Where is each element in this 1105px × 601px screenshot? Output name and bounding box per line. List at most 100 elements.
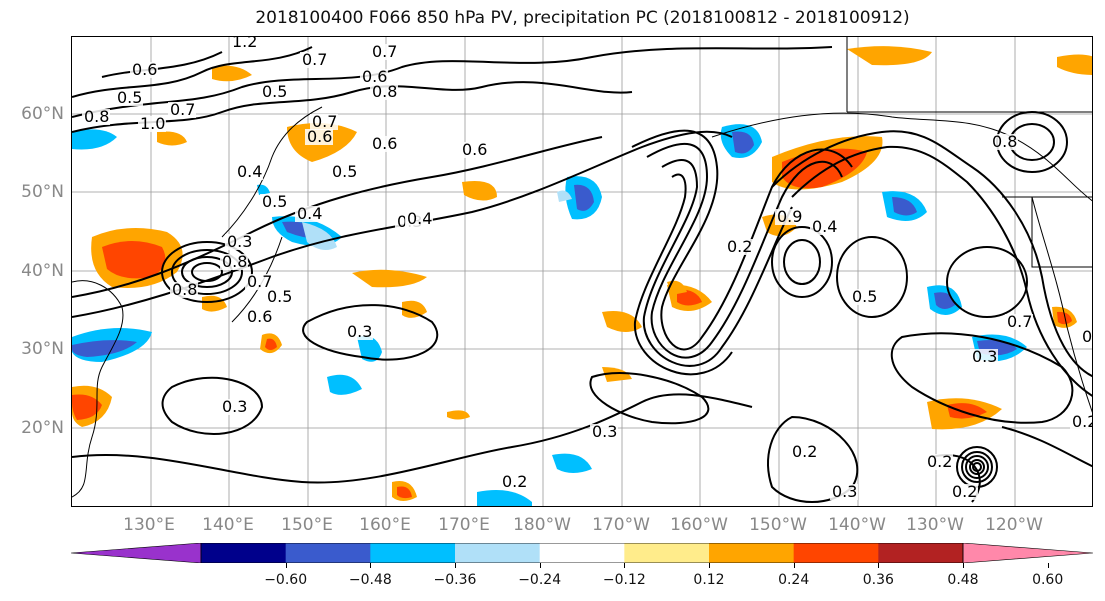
colorbar-tick-mark — [624, 563, 626, 568]
contour-label-bg — [265, 289, 293, 305]
lat-label-40n: 40°N — [21, 261, 64, 281]
colorbar-cell — [878, 543, 964, 563]
contour-label-bg — [990, 134, 1018, 150]
colorbar-cell — [370, 543, 456, 563]
contour-label-bg — [235, 164, 263, 180]
lon-label-170e: 170°E — [438, 515, 490, 535]
colorbar-outline — [200, 543, 964, 563]
contour-label: 0.2 — [1072, 412, 1093, 431]
map-canvas: 0.60.50.70.8 1.01.20.60.50.70.60.4 0.50.40… — [72, 37, 1093, 506]
contour-label: 0.7 — [170, 100, 195, 119]
colorbar — [71, 543, 1093, 563]
colorbar-cell — [709, 543, 795, 563]
lon-label-130w: 130°W — [906, 515, 964, 535]
contour-label-bg — [260, 194, 288, 210]
contour-label: 0.7 — [247, 272, 272, 291]
colorbar-tick-mark — [370, 563, 372, 568]
contour-label: 0.5 — [262, 192, 287, 211]
contour-label-bg — [170, 282, 198, 298]
contour-label: 0.5 — [267, 287, 292, 306]
contour-label-bg — [138, 116, 166, 132]
lat-label-50n: 50°N — [21, 182, 64, 202]
contour-label: 0.2 — [502, 472, 527, 491]
contour-label: 0.5 — [117, 88, 142, 107]
contour-label: 0.6 — [362, 67, 387, 86]
contour-label-bg — [1080, 329, 1092, 345]
coastlines — [72, 37, 1092, 498]
contour-label-bg — [295, 206, 323, 222]
contour-label: 0.4 — [407, 209, 432, 228]
colorbar-tick-mark — [285, 563, 287, 568]
lon-label-140w: 140°W — [828, 515, 886, 535]
contour-label-bg — [245, 309, 273, 325]
contour-label-bg — [1005, 314, 1033, 330]
contour-label-bg — [245, 274, 273, 290]
contour-label: 0.2 — [952, 482, 977, 501]
colorbar-tick-label: 0.36 — [862, 572, 894, 588]
contour-label: 0.4 — [237, 162, 262, 181]
contour-label: 0.8 — [172, 280, 197, 299]
contour-label: 0.3 — [222, 397, 247, 416]
contour-label-bg — [220, 399, 248, 415]
lon-label-120w: 120°W — [985, 515, 1043, 535]
contour-label-bg — [230, 37, 258, 50]
lat-label-30n: 30°N — [21, 339, 64, 359]
colorbar-cell — [455, 543, 541, 563]
colorbar-tick-label: −0.24 — [518, 572, 562, 588]
contour-label: 0.3 — [227, 232, 252, 251]
contour-label-bg — [830, 484, 858, 500]
contour-label-bg — [590, 424, 618, 440]
contour-label: 0.8 — [222, 252, 247, 271]
contour-label: 0.2 — [792, 442, 817, 461]
contour-label: 0.3 — [347, 322, 372, 341]
colorbar-tick-label: −0.48 — [348, 572, 392, 588]
precip-shading — [72, 46, 1092, 506]
colorbar-extend-high — [962, 543, 1093, 563]
contour-label: 0.3 — [592, 422, 617, 441]
graticule — [72, 37, 1092, 506]
colorbar-cell — [539, 543, 625, 563]
colorbar-cell — [201, 543, 287, 563]
contour-label: 1.0 — [140, 114, 165, 133]
lat-label-20n: 20°N — [21, 418, 64, 438]
contour-label-bg — [168, 102, 196, 118]
colorbar-tick-label: −0.36 — [433, 572, 477, 588]
colorbar-tick-label: 0.24 — [778, 572, 810, 588]
contour-label-bg — [300, 52, 328, 68]
contour-label: 0.6 — [132, 60, 157, 79]
contour-label: 0.8 — [84, 107, 109, 126]
colorbar-tick-mark — [793, 563, 795, 568]
lon-label-150w: 150°W — [749, 515, 807, 535]
lon-label-140e: 140°E — [202, 515, 254, 535]
contour-label-bg — [810, 219, 838, 235]
contour-label-bg — [500, 474, 528, 490]
contour-label-bg — [82, 109, 110, 125]
contour-label-bg — [370, 136, 398, 152]
contour-label: 0.2 — [727, 237, 752, 256]
colorbar-tick-label: 0.12 — [693, 572, 725, 588]
contour-label: 0.7 — [372, 42, 397, 61]
contour-label: 0.3 — [972, 347, 997, 366]
contour-label: 0.7 — [1007, 312, 1032, 331]
contour-label: 0.2 — [927, 452, 952, 471]
contour-label-bg — [775, 209, 803, 225]
contour-label: 1.2 — [232, 37, 257, 51]
map-title: 2018100400 F066 850 hPa PV, precipitatio… — [255, 8, 910, 28]
contour-label-bg — [310, 114, 338, 130]
contour-label: 0.4 — [297, 204, 322, 223]
contour-label-bg — [370, 84, 398, 100]
colorbar-tick-mark — [963, 563, 964, 568]
map-panel: 0.6 0.5 0.7 0.8 1.0 1.2 0.6 0.5 0.7 0.6 0.4 0.5 0.4 0… — [71, 36, 1093, 507]
contour-label-bg — [1070, 414, 1092, 430]
contour-label-bg — [345, 324, 373, 340]
contour-label-bg — [850, 289, 878, 305]
lon-label-160e: 160°E — [359, 515, 411, 535]
contour-label: 0.3 — [832, 482, 857, 501]
colorbar-tick-mark — [709, 563, 710, 568]
lon-label-150e: 150°E — [281, 515, 333, 535]
contour-label: 0.7 — [302, 50, 327, 69]
contour-label: 0.8 — [372, 82, 397, 101]
contour-label: 0.7 — [312, 112, 337, 131]
contour-label: 0.6 — [372, 134, 397, 153]
contour-label-bg — [725, 239, 753, 255]
